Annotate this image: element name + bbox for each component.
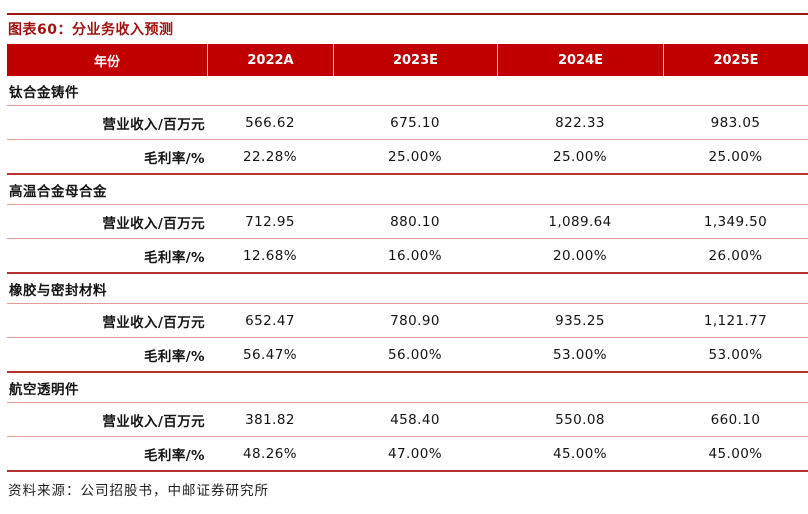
metric-value: 780.90	[390, 312, 440, 329]
metric-value: 48.26%	[243, 445, 297, 462]
table-row: 毛利率/% 12.68% 16.00% 20.00% 26.00%	[7, 239, 808, 274]
metric-value: 660.10	[710, 411, 761, 428]
metric-label: 毛利率/%	[144, 348, 205, 365]
metric-value: 25.00%	[553, 148, 607, 165]
metric-value: 56.00%	[388, 346, 442, 363]
source-note: 资料来源：公司招股书，中邮证券研究所	[8, 483, 269, 499]
top-divider-rule	[7, 13, 808, 15]
metric-label: 营业收入/百万元	[102, 215, 205, 232]
metric-value: 12.68%	[243, 247, 297, 264]
column-header-2025e: 2025E	[663, 44, 808, 76]
metric-value: 45.00%	[553, 445, 607, 462]
section-row-titanium-castings: 钛合金铸件	[7, 76, 808, 106]
column-header-year: 年份	[93, 54, 120, 70]
revenue-forecast-table: 年份 2022A 2023E 2024E 2025E 钛合金铸件 营业收入/百万…	[7, 44, 808, 472]
metric-value: 56.47%	[243, 346, 297, 363]
metric-value: 712.95	[245, 213, 295, 230]
metric-value: 458.40	[390, 411, 440, 428]
metric-value: 45.00%	[708, 445, 763, 462]
metric-label: 毛利率/%	[144, 249, 205, 266]
metric-value: 566.62	[245, 114, 295, 131]
metric-value: 22.28%	[243, 148, 297, 165]
metric-value: 381.82	[245, 411, 295, 428]
table-row: 营业收入/百万元 712.95 880.10 1,089.64 1,349.50	[7, 205, 808, 239]
column-header-2023e: 2023E	[333, 44, 497, 76]
column-header-2022a: 2022A	[207, 44, 333, 76]
table-row: 毛利率/% 56.47% 56.00% 53.00% 53.00%	[7, 338, 808, 373]
metric-value: 53.00%	[553, 346, 607, 363]
table-row: 营业收入/百万元 381.82 458.40 550.08 660.10	[7, 403, 808, 437]
table-row: 营业收入/百万元 652.47 780.90 935.25 1,121.77	[7, 304, 808, 338]
metric-value: 47.00%	[388, 445, 442, 462]
metric-value: 25.00%	[388, 148, 442, 165]
metric-label: 营业收入/百万元	[102, 116, 205, 133]
metric-value: 983.05	[710, 114, 761, 131]
figure-title: 图表60：分业务收入预测	[8, 22, 174, 38]
metric-value: 53.00%	[708, 346, 763, 363]
metric-value: 1,089.64	[548, 213, 612, 230]
section-row-rubber-sealing-materials: 橡胶与密封材料	[7, 274, 808, 304]
table-header-row: 年份 2022A 2023E 2024E 2025E	[7, 44, 808, 76]
metric-value: 20.00%	[553, 247, 607, 264]
metric-value: 1,121.77	[703, 312, 768, 329]
metric-value: 25.00%	[708, 148, 763, 165]
metric-value: 935.25	[555, 312, 605, 329]
metric-value: 675.10	[390, 114, 440, 131]
column-header-2024e: 2024E	[497, 44, 663, 76]
table-row: 毛利率/% 22.28% 25.00% 25.00% 25.00%	[7, 140, 808, 175]
table-row: 毛利率/% 48.26% 47.00% 45.00% 45.00%	[7, 437, 808, 472]
section-row-superalloy-master-alloy: 高温合金母合金	[7, 175, 808, 205]
metric-value: 880.10	[390, 213, 440, 230]
metric-label: 营业收入/百万元	[102, 314, 205, 331]
table-row: 营业收入/百万元 566.62 675.10 822.33 983.05	[7, 106, 808, 140]
metric-label: 营业收入/百万元	[102, 413, 205, 430]
metric-value: 822.33	[555, 114, 605, 131]
metric-value: 550.08	[555, 411, 605, 428]
metric-value: 1,349.50	[703, 213, 768, 230]
metric-value: 16.00%	[388, 247, 442, 264]
metric-value: 652.47	[245, 312, 295, 329]
section-row-aviation-transparencies: 航空透明件	[7, 373, 808, 403]
metric-label: 毛利率/%	[144, 150, 205, 167]
metric-label: 毛利率/%	[144, 447, 205, 464]
metric-value: 26.00%	[708, 247, 763, 264]
